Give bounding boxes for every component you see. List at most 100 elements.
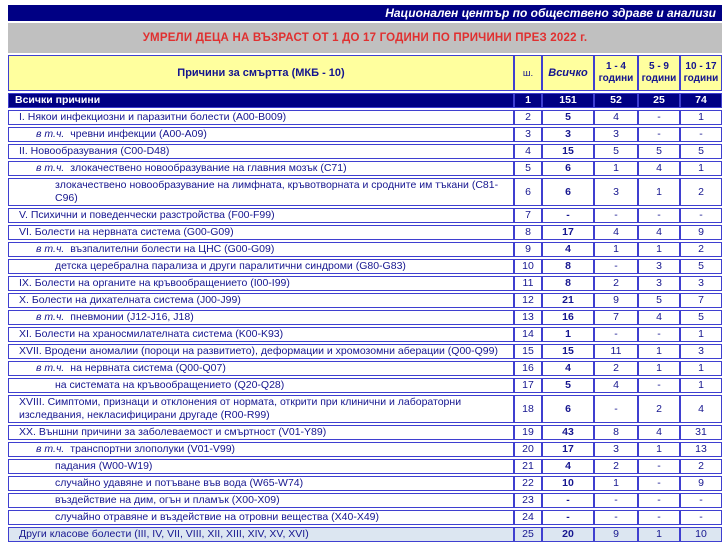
- subitem-prefix: в т.ч.: [36, 311, 65, 323]
- total-cell: 151: [542, 93, 594, 108]
- age-10-17-cell: 5: [680, 144, 722, 159]
- age-range: 5 - 9: [648, 61, 669, 72]
- age-10-17-cell: 2: [680, 459, 722, 474]
- subitem-prefix: в т.ч.: [36, 243, 65, 255]
- col-header-total: Всичко: [542, 55, 594, 91]
- age-5-9-cell: 4: [638, 161, 680, 176]
- cause-cell: Други класове болести (III, IV, VII, VII…: [8, 527, 514, 542]
- age-10-17-cell: -: [680, 510, 722, 525]
- cause-cell: в т.ч. на нервната система (Q00-Q07): [8, 361, 514, 376]
- cause-cell: II. Новообразувания (C00-D48): [8, 144, 514, 159]
- age-10-17-cell: -: [680, 127, 722, 142]
- age-5-9-cell: 4: [638, 225, 680, 240]
- age-1-4-cell: 9: [594, 527, 638, 542]
- cause-label: транспортни злополуки (V01-V99): [70, 443, 236, 455]
- age-10-17-cell: 1: [680, 161, 722, 176]
- table-body: Всички причини 1 151 52 25 74 I. Някои инфекци…: [8, 93, 722, 542]
- table-row: в т.ч. чревни инфекции (A00-A09) 3 3 3- -: [8, 127, 722, 142]
- total-cell: 5: [542, 110, 594, 125]
- age-1-4-cell: 7: [594, 310, 638, 325]
- age-1-4-cell: 2: [594, 361, 638, 376]
- cause-label: детска церебрална парализа и други парал…: [55, 260, 406, 272]
- age-1-4-cell: 4: [594, 378, 638, 393]
- age-5-9-cell: -: [638, 378, 680, 393]
- age-5-9-cell: -: [638, 127, 680, 142]
- age-1-4-cell: -: [594, 208, 638, 223]
- cause-label: Други класове болести (III, IV, VII, VII…: [19, 528, 309, 540]
- col-header-total-label: Всичко: [548, 67, 588, 79]
- age-unit: години: [683, 73, 719, 84]
- age-5-9-cell: 4: [638, 425, 680, 440]
- cause-cell: в т.ч. чревни инфекции (A00-A09): [8, 127, 514, 142]
- age-unit: години: [598, 73, 634, 84]
- code-cell: 11: [514, 276, 542, 291]
- table-row: падания (W00-W19) 21 4 2-2: [8, 459, 722, 474]
- cause-label: случайно удавяне и потъване във вода (W6…: [55, 477, 304, 489]
- total-cell: 6: [542, 395, 594, 423]
- age-1-4-cell: -: [594, 510, 638, 525]
- age-10-17-cell: -: [680, 493, 722, 508]
- age-1-4-cell: -: [594, 327, 638, 342]
- age-5-9-cell: 5: [638, 144, 680, 159]
- col-header-cause: Причини за смъртта (МКБ - 10): [8, 55, 514, 91]
- age-1-4-cell: 3: [594, 178, 638, 206]
- cause-cell: въздействие на дим, огън и пламък (X00-X…: [8, 493, 514, 508]
- age-10-17-cell: 2: [680, 242, 722, 257]
- table-row: случайно отравяне и въздействие на отров…: [8, 510, 722, 525]
- total-cell: 10: [542, 476, 594, 491]
- table-row: Други класове болести (III, IV, VII, VII…: [8, 527, 722, 542]
- table-row: детска церебрална парализа и други парал…: [8, 259, 722, 274]
- code-cell: 16: [514, 361, 542, 376]
- org-header-bar: Национален център по обществено здраве и…: [8, 5, 722, 21]
- code-cell: 23: [514, 493, 542, 508]
- table-row: на системата на кръвообращението (Q20-Q2…: [8, 378, 722, 393]
- col-header-age-10-17: 10 - 17 години: [680, 55, 722, 91]
- age-1-4-cell: -: [594, 395, 638, 423]
- table-row: в т.ч. на нервната система (Q00-Q07) 16 4 2 1…: [8, 361, 722, 376]
- total-cell: 15: [542, 144, 594, 159]
- age-10-17-cell: 3: [680, 276, 722, 291]
- cause-label: XI. Болести на храносмилателната система…: [19, 328, 284, 340]
- code-cell: 21: [514, 459, 542, 474]
- age-1-4-cell: 2: [594, 276, 638, 291]
- cause-cell: V. Психични и поведенчески разстройства …: [8, 208, 514, 223]
- age-10-17-cell: 3: [680, 344, 722, 359]
- age-1-4-cell: 1: [594, 161, 638, 176]
- code-cell: 3: [514, 127, 542, 142]
- total-cell: 15: [542, 344, 594, 359]
- total-cell: 4: [542, 459, 594, 474]
- code-cell: 1: [514, 93, 542, 108]
- total-cell: 4: [542, 361, 594, 376]
- age-10-17-cell: 1: [680, 378, 722, 393]
- code-cell: 13: [514, 310, 542, 325]
- table-row: в т.ч. транспортни злополуки (V01-V99) 20 1…: [8, 442, 722, 457]
- code-cell: 7: [514, 208, 542, 223]
- total-cell: 16: [542, 310, 594, 325]
- cause-label: Всички причини: [15, 94, 101, 106]
- org-name: Национален център по обществено здраве и…: [385, 6, 716, 20]
- total-cell: 21: [542, 293, 594, 308]
- cause-cell: VI. Болести на нервната система (G00-G09…: [8, 225, 514, 240]
- table-row: злокачествено новообразувание на лимфнат…: [8, 178, 722, 206]
- age-1-4-cell: -: [594, 493, 638, 508]
- code-cell: 12: [514, 293, 542, 308]
- age-1-4-cell: 4: [594, 110, 638, 125]
- code-cell: 24: [514, 510, 542, 525]
- cause-cell: злокачествено новообразувание на лимфнат…: [8, 178, 514, 206]
- age-1-4-cell: 1: [594, 242, 638, 257]
- code-cell: 8: [514, 225, 542, 240]
- code-cell: 2: [514, 110, 542, 125]
- cause-label: чревни инфекции (A00-A09): [70, 128, 207, 140]
- cause-label: IX. Болести на органите на кръвообращени…: [19, 277, 290, 289]
- age-5-9-cell: 2: [638, 395, 680, 423]
- table-row: V. Психични и поведенчески разстройства …: [8, 208, 722, 223]
- age-5-9-cell: -: [638, 208, 680, 223]
- code-cell: 14: [514, 327, 542, 342]
- table-row: случайно удавяне и потъване във вода (W6…: [8, 476, 722, 491]
- age-10-17-cell: 1: [680, 361, 722, 376]
- code-cell: 6: [514, 178, 542, 206]
- cause-label: случайно отравяне и въздействие на отров…: [55, 511, 380, 523]
- subitem-prefix: в т.ч.: [36, 362, 65, 374]
- age-1-4-cell: 3: [594, 127, 638, 142]
